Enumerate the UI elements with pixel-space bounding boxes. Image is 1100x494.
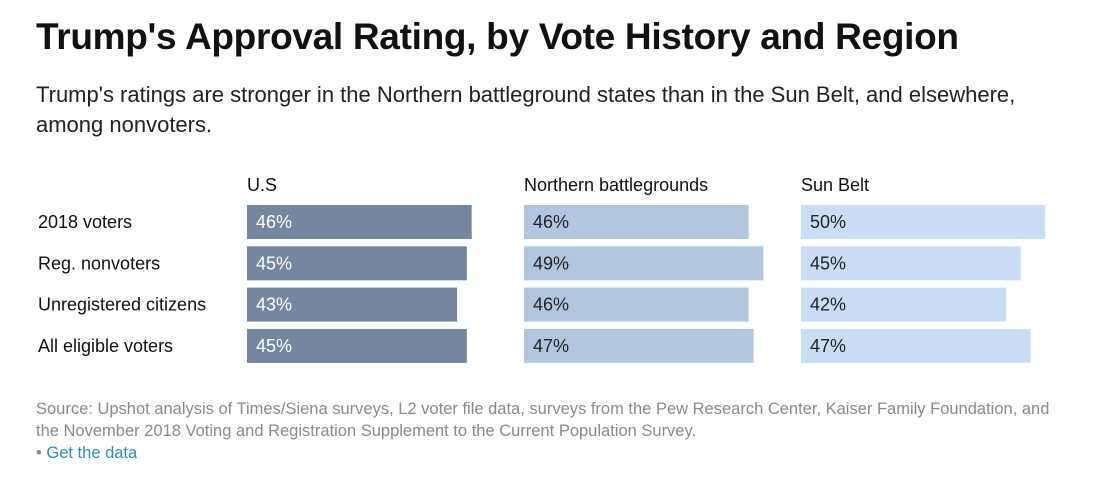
bar-0-2 bbox=[247, 287, 458, 322]
bar-0-0 bbox=[247, 205, 472, 239]
source-note: Source: Upshot analysis of Times/Siena s… bbox=[36, 400, 1050, 440]
row-label-2: Unregistered citizens bbox=[38, 295, 206, 315]
link-bullet: • bbox=[36, 444, 42, 462]
bar-value-label-2-3: 47% bbox=[810, 336, 846, 356]
bar-value-label-2-0: 50% bbox=[810, 212, 846, 232]
row-label-3: All eligible voters bbox=[38, 336, 173, 356]
bar-1-1 bbox=[524, 246, 764, 281]
bar-2-2 bbox=[801, 287, 1007, 322]
bar-2-1 bbox=[801, 246, 1021, 281]
bar-value-label-0-1: 45% bbox=[256, 253, 292, 273]
bar-value-label-0-3: 45% bbox=[256, 336, 292, 356]
bar-value-label-2-2: 42% bbox=[810, 295, 846, 315]
chart-title: Trump's Approval Rating, by Vote History… bbox=[36, 16, 959, 57]
bar-2-0 bbox=[801, 205, 1046, 239]
bar-value-label-1-0: 46% bbox=[533, 212, 569, 232]
bar-2-3 bbox=[801, 328, 1031, 363]
bar-value-label-2-1: 45% bbox=[810, 253, 846, 273]
chart-subtitle: Trump's ratings are stronger in the Nort… bbox=[36, 82, 1016, 137]
bar-chart: U.S Northern battlegrounds Sun Belt 2018 vo… bbox=[38, 175, 1046, 363]
bar-1-3 bbox=[524, 328, 754, 363]
bar-0-3 bbox=[247, 328, 467, 363]
panel-header-2: Sun Belt bbox=[801, 175, 869, 195]
get-the-data-link[interactable]: Get the data bbox=[46, 444, 138, 462]
bar-1-0 bbox=[524, 205, 749, 239]
bar-1-2 bbox=[524, 287, 749, 322]
panel-header-0: U.S bbox=[247, 175, 277, 195]
row-label-0: 2018 voters bbox=[38, 212, 132, 232]
bar-value-label-0-0: 46% bbox=[256, 212, 292, 232]
bar-value-label-1-3: 47% bbox=[533, 336, 569, 356]
bar-value-label-1-1: 49% bbox=[533, 253, 569, 273]
data-link-row: • Get the data bbox=[36, 442, 137, 464]
bar-value-label-0-2: 43% bbox=[256, 295, 292, 315]
panel-header-1: Northern battlegrounds bbox=[524, 175, 708, 195]
bar-value-label-1-2: 46% bbox=[533, 295, 569, 315]
bar-0-1 bbox=[247, 246, 467, 281]
row-label-1: Reg. nonvoters bbox=[38, 253, 160, 273]
